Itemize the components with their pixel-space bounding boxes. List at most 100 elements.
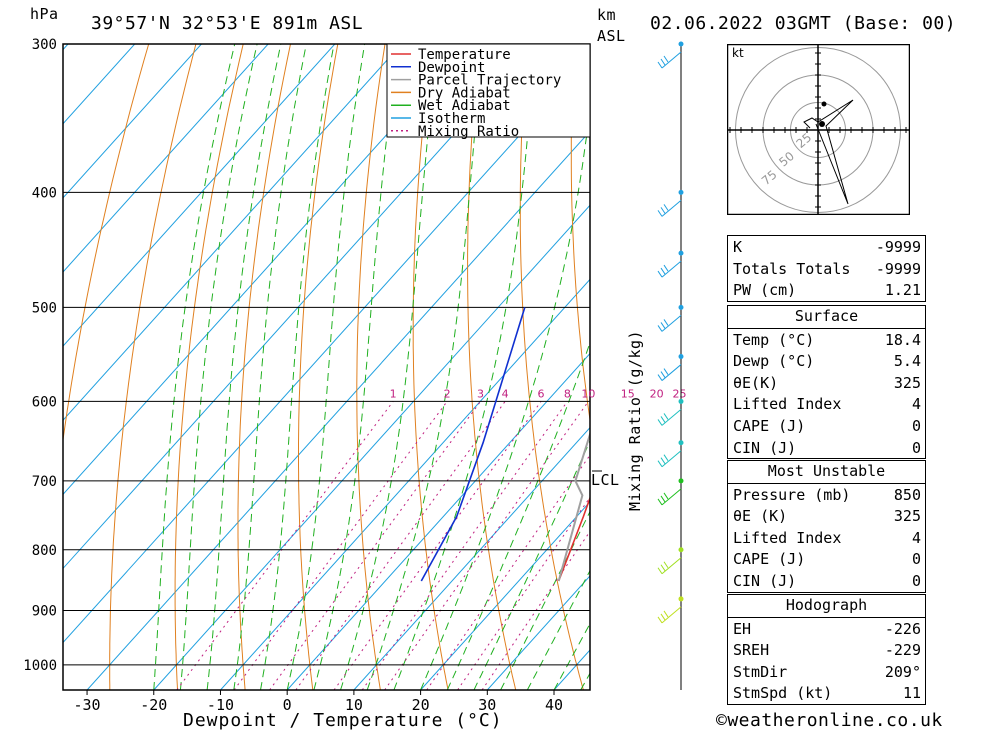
mixing-ratio-label: 20 [650, 387, 664, 400]
dry-adiabat-line [63, 44, 150, 444]
surface-title: Surface [794, 307, 859, 325]
surface-row: CAPE (J) 0 [728, 415, 925, 437]
surface-panel: Surface Temp (°C) 18.4 Dewp (°C) 5.4 θE(K) 32… [727, 305, 926, 460]
x-tick-label: -20 [140, 696, 167, 714]
legend-label: Temperature [418, 47, 511, 63]
hodograph-value: -229 [884, 641, 921, 660]
legend-label: Isotherm [418, 111, 485, 127]
isotherm-line [63, 56, 590, 644]
isotherm-line [63, 44, 336, 347]
isotherm-line [63, 44, 69, 51]
most-unstable-value: 0 [911, 550, 921, 569]
wind-barb [657, 199, 682, 217]
x-tick-label: 0 [283, 696, 292, 714]
surface-value: 5.4 [893, 352, 921, 371]
wind-level-dot [678, 596, 684, 602]
wind-level-dot [678, 41, 684, 47]
mixing-ratio-label: 3 [477, 387, 484, 400]
wind-level-dot [678, 304, 684, 310]
legend-label: Dry Adiabat [418, 85, 511, 101]
pressure-unit: hPa [30, 5, 59, 23]
x-tick-label: 30 [478, 696, 496, 714]
most-unstable-value: 325 [893, 507, 921, 526]
isotherm-line [286, 352, 590, 690]
isotherm-line [63, 44, 403, 421]
y-tick-label: 400 [32, 185, 57, 201]
mixing-ratio-label: 6 [538, 387, 545, 400]
dry-adiabat-line [237, 44, 291, 690]
hodograph-row: StmSpd (kt) 11 [728, 682, 925, 704]
mixing-ratio-line [384, 401, 589, 690]
surface-row: Dewp (°C) 5.4 [728, 350, 925, 372]
wind-barbs [657, 41, 684, 624]
wet-adiabat-line [340, 44, 439, 690]
hodo-origin-dot [819, 121, 825, 127]
hodograph-value: 11 [902, 684, 921, 703]
surface-row: Lifted Index 4 [728, 393, 925, 415]
surface-value: 4 [911, 395, 921, 414]
wind-barb [657, 557, 682, 575]
hodo-unit: kt [732, 46, 744, 60]
isotherm-line [63, 44, 269, 273]
surface-row: θE(K) 325 [728, 372, 925, 394]
isotherm-line [220, 278, 590, 690]
skew-t-chart: 300 400 500 600 700 800 900 1000 -30 -20 -10 0 10 20 3… [0, 35, 720, 714]
mixing-ratio-line [457, 496, 590, 690]
dry-adiabat-line [174, 44, 244, 690]
wind-barb [657, 606, 682, 624]
wet-adiabat-line [206, 44, 282, 690]
wet-adiabat-line [366, 44, 485, 690]
wind-barb [657, 51, 682, 69]
index-row: K -9999 [728, 236, 925, 258]
mixing-ratio-label: 25 [672, 387, 686, 400]
wet-adiabat-line [500, 510, 590, 690]
location-title: 39°57'N 32°53'E 891m ASL [91, 13, 364, 34]
indices-panel: K -9999 Totals Totals -9999 PW (cm) 1.21 [727, 235, 926, 302]
wind-barb [657, 364, 682, 381]
most-unstable-row: Pressure (mb) 850 [728, 482, 925, 506]
km-label: km [597, 6, 617, 24]
mixing-ratio-label: 2 [444, 387, 451, 400]
surface-label: CAPE (J) [733, 416, 806, 435]
wet-adiabat-line [233, 44, 307, 690]
surface-label: CIN (J) [733, 438, 797, 457]
surface-label: Temp (°C) [733, 330, 815, 349]
wind-level-dot [678, 398, 684, 404]
dry-adiabat-line [298, 44, 339, 690]
index-value: -9999 [875, 259, 921, 278]
y-tick-label: 1000 [23, 658, 57, 674]
hodograph-label: StmDir [733, 662, 788, 681]
dry-adiabat-line [669, 44, 720, 690]
y-tick-label: 600 [32, 394, 57, 410]
isotherm-line [353, 426, 590, 690]
index-label: PW (cm) [733, 281, 797, 300]
wet-adiabat-line [580, 672, 590, 690]
y-tick-label: 500 [32, 300, 57, 316]
x-tick-label: 20 [412, 696, 430, 714]
most-unstable-row: CIN (J) 0 [728, 570, 925, 592]
storm-motion-dot [821, 101, 827, 107]
most-unstable-title: Most Unstable [767, 462, 886, 480]
x-axis-title: Dewpoint / Temperature (°C) [183, 710, 503, 731]
mixing-ratio-line [333, 401, 542, 690]
mixing-ratio-label: 8 [564, 387, 571, 400]
wind-level-dot [678, 440, 684, 446]
most-unstable-label: Pressure (mb) [733, 485, 851, 504]
y-tick-label: 300 [32, 37, 57, 53]
wet-adiabat-line [393, 44, 537, 690]
asl-label: ASL [597, 27, 626, 45]
surface-value: 0 [911, 416, 921, 435]
most-unstable-value: 850 [893, 485, 921, 504]
wind-level-dot [678, 250, 684, 256]
isotherm-line [86, 130, 590, 690]
y-tick-label: 900 [32, 604, 57, 620]
dry-adiabat-line [467, 44, 517, 690]
surface-value: 18.4 [884, 330, 921, 349]
isotherm-line [0, 35, 9, 690]
surface-value: 0 [911, 438, 921, 457]
hodograph-label: StmSpd (kt) [733, 684, 833, 703]
isotherm-line [153, 204, 590, 690]
most-unstable-row: Lifted Index 4 [728, 527, 925, 549]
